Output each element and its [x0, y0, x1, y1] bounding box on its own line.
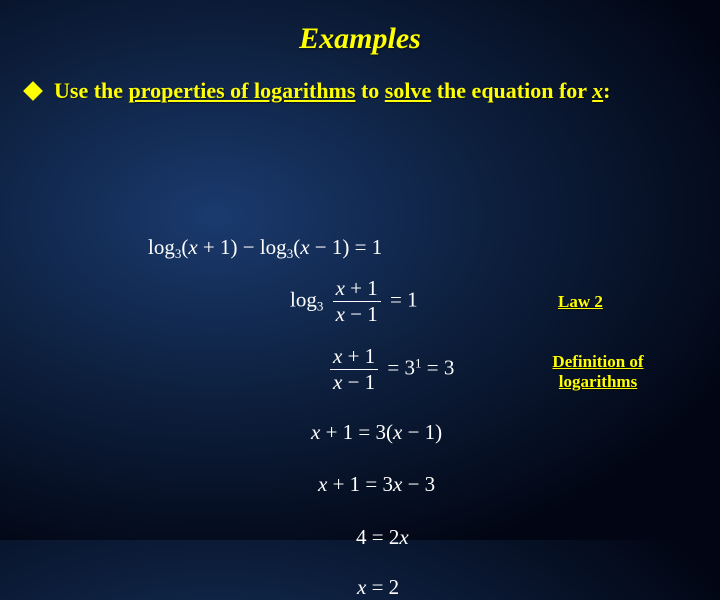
e1v1: x: [188, 235, 197, 259]
e2nt: + 1: [345, 276, 378, 300]
e2nv: x: [336, 276, 345, 300]
equation-5: x + 1 = 3x − 3: [318, 472, 435, 497]
e5p2: − 3: [402, 472, 435, 496]
e2p1: log: [290, 287, 317, 311]
t-var: x: [592, 78, 603, 103]
e5p1: + 1 = 3: [327, 472, 393, 496]
t-u2: solve: [385, 78, 431, 103]
e2dt: − 1: [345, 302, 378, 326]
e7p1: = 2: [366, 575, 399, 599]
e7v1: x: [357, 575, 366, 599]
a2l2: logarithms: [559, 372, 637, 391]
t-u1: properties of logarithms: [129, 78, 356, 103]
e3tail: = 3: [422, 355, 455, 379]
equation-7: x = 2: [357, 575, 399, 600]
annotation-law2: Law 2: [558, 292, 603, 312]
e3dv: x: [333, 370, 342, 394]
e6v1: x: [399, 525, 408, 549]
e5v1: x: [318, 472, 327, 496]
equation-1: log3(x + 1) − log3(x − 1) = 1: [148, 235, 382, 262]
equation-4: x + 1 = 3(x − 1): [311, 420, 442, 445]
e2dv: x: [336, 302, 345, 326]
e3nv: x: [333, 344, 342, 368]
equation-6: 4 = 2x: [356, 525, 409, 550]
e4p2: − 1): [402, 420, 442, 444]
equation-3: x + 1 x − 1 = 31 = 3: [326, 344, 454, 395]
prompt-text: Use the properties of logarithms to solv…: [54, 78, 611, 104]
bullet-row: Use the properties of logarithms to solv…: [0, 56, 720, 104]
t-post: :: [603, 78, 610, 103]
e1v2: x: [300, 235, 309, 259]
t-mid1: to: [355, 78, 384, 103]
e1p1: log: [148, 235, 175, 259]
e5v2: x: [393, 472, 402, 496]
t-pre: Use the: [54, 78, 129, 103]
e3mid: = 3: [387, 355, 415, 379]
t-mid2: the equation for: [431, 78, 592, 103]
e2frac: x + 1 x − 1: [333, 276, 381, 327]
annotation-definition: Definition of logarithms: [533, 352, 663, 393]
e2b1: 3: [317, 298, 324, 313]
e1p3: + 1) − log: [198, 235, 287, 259]
slide-title: Examples: [0, 0, 720, 56]
e2tail: = 1: [390, 287, 418, 311]
e4v1: x: [311, 420, 320, 444]
e4p1: + 1 = 3(: [320, 420, 393, 444]
e6p1: 4 = 2: [356, 525, 399, 549]
e3dt: − 1: [342, 370, 375, 394]
e4v2: x: [393, 420, 402, 444]
e3nt: + 1: [342, 344, 375, 368]
e1p5: − 1) = 1: [310, 235, 383, 259]
a2l1: Definition of: [552, 352, 643, 371]
e3frac: x + 1 x − 1: [330, 344, 378, 395]
equation-2: log3 x + 1 x − 1 = 1: [290, 276, 418, 327]
diamond-bullet-icon: [23, 81, 43, 101]
